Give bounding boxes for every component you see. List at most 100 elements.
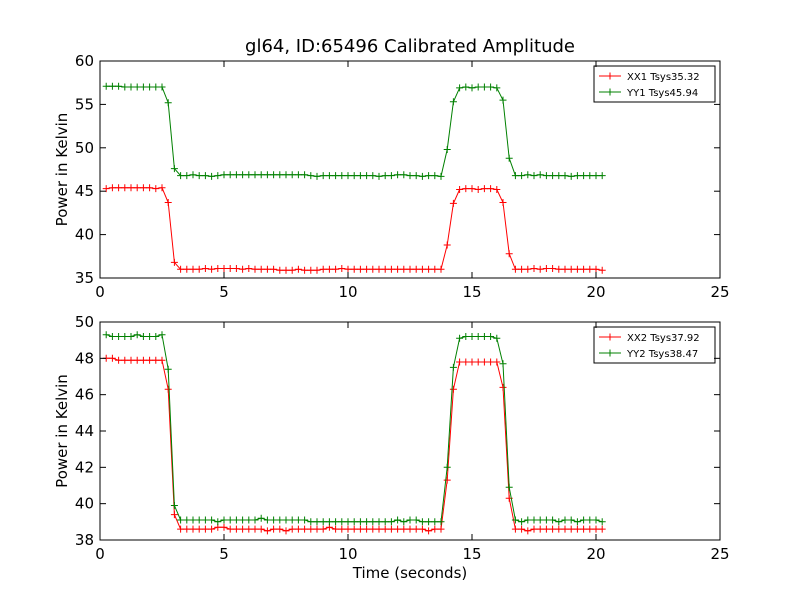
data-point-xx1 (530, 265, 538, 272)
data-point-yy1 (344, 172, 352, 180)
data-point-yy2 (270, 516, 278, 524)
data-point-xx2 (301, 525, 309, 533)
data-point-yy2 (381, 518, 389, 526)
data-point-xx2 (425, 527, 433, 535)
data-point-xx2 (146, 356, 154, 364)
data-point-xx2 (108, 354, 116, 362)
data-point-yy1 (177, 172, 185, 180)
data-point-yy2 (487, 333, 495, 340)
data-point-xx2 (319, 525, 327, 533)
data-point-xx2 (387, 525, 395, 533)
data-point-yy2 (412, 516, 420, 524)
data-point-yy1 (462, 83, 470, 91)
data-point-yy2 (294, 516, 302, 524)
data-point-yy2 (474, 333, 482, 340)
data-point-yy1 (239, 171, 247, 179)
data-point-xx1 (257, 265, 265, 273)
data-point-xx1 (146, 184, 154, 192)
data-point-xx2 (195, 525, 203, 533)
data-point-xx2 (394, 525, 402, 533)
data-point-yy2 (499, 360, 507, 368)
data-point-yy2 (257, 514, 265, 522)
data-point-xx1 (313, 266, 321, 274)
top-legend: XX1 Tsys35.32 YY1 Tsys45.94 (593, 65, 716, 103)
data-point-yy2 (164, 365, 172, 373)
data-point-xx1 (245, 265, 253, 272)
data-point-xx1 (170, 258, 178, 266)
data-point-xx2 (580, 525, 588, 533)
data-point-yy2 (406, 516, 414, 524)
bottom-legend: XX2 Tsys37.92 YY2 Tsys38.47 (593, 326, 716, 364)
legend-label: XX2 Tsys37.92 (627, 333, 700, 344)
top-x-tick-label: 10 (338, 283, 357, 301)
data-point-xx1 (189, 265, 197, 273)
data-point-xx2 (276, 525, 284, 533)
data-point-yy2 (468, 333, 476, 340)
data-point-xx1 (443, 241, 451, 249)
data-point-yy1 (208, 172, 216, 180)
data-point-xx2 (350, 525, 358, 533)
data-point-xx1 (487, 185, 495, 193)
data-point-xx1 (344, 265, 352, 273)
data-point-xx1 (121, 184, 129, 192)
data-point-yy1 (263, 171, 271, 179)
data-point-xx2 (462, 358, 470, 366)
data-point-xx1 (449, 199, 457, 207)
data-point-yy1 (183, 172, 191, 180)
data-point-yy1 (220, 171, 228, 179)
data-point-xx2 (598, 525, 606, 533)
data-point-xx2 (263, 527, 271, 535)
data-point-yy2 (350, 518, 358, 526)
data-point-yy2 (121, 333, 129, 340)
data-point-yy2 (251, 516, 259, 524)
data-point-xx2 (332, 525, 340, 533)
data-point-xx2 (282, 527, 290, 535)
data-point-xx2 (133, 356, 141, 364)
legend-marker (606, 333, 614, 341)
data-point-xx1 (518, 265, 526, 273)
top-y-tick-label: 60 (75, 52, 94, 70)
top-y-tick-label: 55 (75, 95, 94, 113)
data-point-xx1 (152, 185, 160, 193)
data-point-xx1 (195, 265, 203, 273)
data-point-xx2 (294, 525, 302, 533)
data-point-xx1 (226, 265, 234, 272)
data-point-yy1 (387, 172, 395, 180)
data-point-xx2 (499, 383, 507, 391)
data-point-yy1 (102, 82, 110, 90)
data-point-yy2 (146, 333, 154, 340)
bottom-ticks: 0 5 10 15 20 25 38 40 42 44 46 48 50 (75, 313, 730, 563)
top-y-tick-label: 45 (75, 182, 94, 200)
data-point-yy1 (555, 172, 563, 180)
data-point-xx1 (437, 265, 445, 273)
data-point-yy1 (189, 171, 197, 179)
data-point-xx2 (239, 525, 247, 533)
data-point-yy1 (487, 83, 495, 91)
data-point-xx2 (536, 525, 544, 533)
bottom-y-tick-label: 44 (75, 422, 94, 440)
data-point-yy1 (425, 172, 433, 180)
data-point-yy1 (301, 171, 309, 179)
data-point-yy1 (270, 171, 278, 179)
data-point-xx1 (270, 265, 278, 273)
data-point-xx2 (456, 358, 464, 366)
data-point-yy2 (307, 518, 315, 526)
top-y-tick-label: 50 (75, 139, 94, 157)
data-point-yy2 (524, 516, 532, 524)
bottom-y-tick-label: 48 (75, 349, 94, 367)
data-point-yy1 (350, 172, 358, 180)
data-point-yy1 (332, 172, 340, 180)
legend-marker (606, 349, 614, 357)
top-x-tick-label: 5 (219, 283, 229, 301)
data-point-xx1 (406, 265, 414, 273)
data-point-xx2 (573, 525, 581, 533)
data-point-yy2 (449, 363, 457, 371)
data-point-xx1 (208, 265, 216, 273)
data-point-yy2 (282, 516, 290, 524)
data-point-yy2 (208, 516, 216, 524)
data-point-yy1 (146, 83, 154, 91)
data-point-yy2 (226, 516, 234, 524)
bottom-x-tick-label: 0 (95, 545, 105, 563)
data-point-xx1 (301, 266, 309, 274)
